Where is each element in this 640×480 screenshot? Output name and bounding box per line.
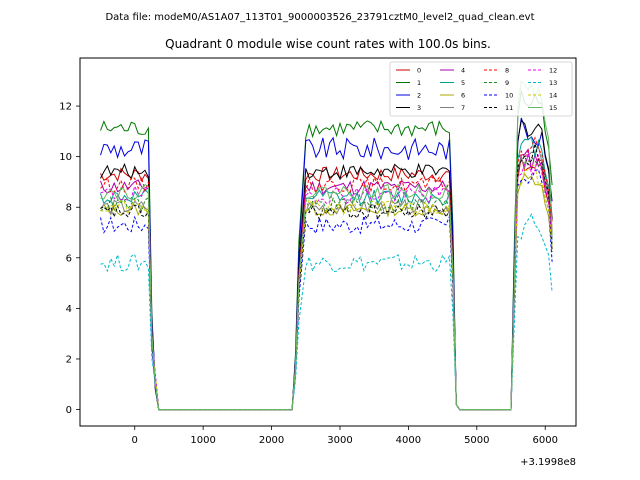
legend-label-1: 1 (417, 79, 421, 87)
legend-label-8: 8 (505, 67, 509, 75)
y-tick-label: 2 (66, 354, 72, 365)
series-line-15 (100, 79, 553, 411)
series-line-9 (100, 156, 553, 411)
x-tick-label: 5000 (464, 435, 489, 446)
legend-label-6: 6 (461, 92, 465, 100)
x-tick-label: 1000 (190, 435, 215, 446)
legend-label-0: 0 (417, 67, 421, 75)
series-layer (100, 79, 553, 411)
legend-label-7: 7 (461, 104, 465, 112)
legend-label-2: 2 (417, 92, 421, 100)
legend-label-15: 15 (549, 104, 557, 112)
x-tick-label: 0 (132, 435, 138, 446)
legend-label-5: 5 (461, 79, 465, 87)
axes-frame (79, 57, 577, 427)
legend-label-12: 12 (549, 67, 557, 75)
legend-label-14: 14 (549, 92, 557, 100)
legend-label-3: 3 (417, 104, 421, 112)
series-line-14 (100, 164, 553, 411)
y-tick-label: 10 (59, 152, 72, 163)
x-axis: 0 1000 2000 3000 4000 5000 6000 (132, 426, 558, 446)
y-tick-label: 8 (66, 203, 72, 214)
legend-label-13: 13 (549, 79, 557, 87)
chart-title: Quadrant 0 module wise count rates with … (165, 37, 491, 51)
x-tick-label: 2000 (259, 435, 284, 446)
suptitle: Data file: modeM0/AS1A07_113T01_90000035… (105, 12, 534, 23)
x-tick-label: 3000 (327, 435, 352, 446)
y-tick-label: 4 (66, 304, 72, 315)
y-tick-label: 6 (66, 253, 72, 264)
x-tick-label: 4000 (396, 435, 421, 446)
x-tick-label: 6000 (532, 435, 557, 446)
legend-label-10: 10 (505, 92, 513, 100)
legend-label-11: 11 (505, 104, 513, 112)
plot-area (79, 57, 577, 427)
y-axis: 0 2 4 6 8 10 12 (59, 102, 80, 416)
y-tick-label: 12 (59, 102, 72, 113)
legend-label-9: 9 (505, 79, 509, 87)
y-tick-label: 0 (66, 405, 72, 416)
legend-frame (389, 61, 573, 117)
x-offset-label: +3.1998e8 (520, 457, 576, 468)
legend-label-4: 4 (461, 67, 465, 75)
